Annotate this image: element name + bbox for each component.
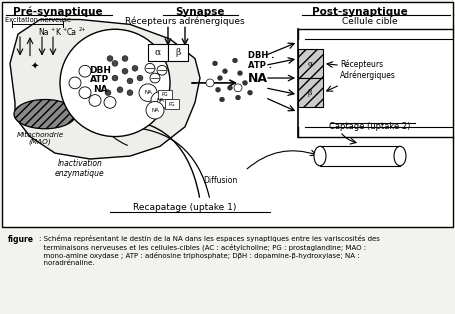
Text: DBH: DBH [89, 66, 111, 75]
Circle shape [105, 90, 111, 95]
Circle shape [69, 77, 81, 89]
FancyBboxPatch shape [320, 146, 400, 166]
Text: β: β [175, 48, 181, 57]
FancyBboxPatch shape [158, 90, 172, 100]
Circle shape [132, 65, 138, 71]
Circle shape [79, 65, 91, 77]
Circle shape [104, 97, 116, 108]
FancyBboxPatch shape [168, 44, 188, 62]
Text: Inactivation
enzymatique: Inactivation enzymatique [55, 159, 105, 178]
Text: Récepteurs
Adrénergiques: Récepteurs Adrénergiques [340, 60, 396, 80]
Circle shape [217, 76, 222, 80]
Text: Ca: Ca [67, 28, 77, 37]
FancyBboxPatch shape [148, 44, 168, 62]
Circle shape [79, 87, 91, 99]
Text: +: + [50, 27, 54, 32]
Circle shape [117, 87, 123, 93]
Circle shape [238, 71, 243, 76]
Circle shape [216, 87, 221, 92]
Text: β: β [308, 89, 312, 97]
Circle shape [243, 80, 248, 85]
Text: +: + [62, 27, 66, 32]
FancyBboxPatch shape [298, 49, 323, 78]
Circle shape [127, 90, 133, 95]
FancyBboxPatch shape [165, 100, 179, 109]
Text: NA: NA [93, 85, 107, 94]
Text: NA: NA [151, 108, 159, 113]
Text: Récepteurs adrénergiques: Récepteurs adrénergiques [125, 17, 245, 26]
Text: 2+: 2+ [79, 27, 86, 32]
Circle shape [150, 73, 160, 83]
Circle shape [137, 75, 143, 81]
Circle shape [107, 56, 113, 62]
Ellipse shape [314, 146, 326, 166]
Text: ATP: ATP [91, 75, 110, 84]
Text: NA: NA [248, 72, 268, 84]
Text: : Schéma représentant le destin de la NA dans les espaces synaptiques entre les : : Schéma représentant le destin de la NA… [39, 236, 380, 266]
Circle shape [248, 90, 253, 95]
Text: α: α [308, 59, 313, 68]
Text: Excitation nerveuse: Excitation nerveuse [5, 17, 71, 23]
FancyBboxPatch shape [2, 2, 453, 227]
Text: Captage (uptake 2): Captage (uptake 2) [329, 122, 411, 131]
Circle shape [219, 97, 224, 102]
Circle shape [112, 61, 118, 66]
Text: Diffusion: Diffusion [203, 176, 237, 185]
Text: Post-synaptique: Post-synaptique [312, 7, 408, 17]
Text: NA: NA [156, 98, 164, 103]
Circle shape [127, 78, 133, 84]
Text: Synapse: Synapse [175, 7, 225, 17]
Circle shape [146, 101, 164, 119]
Circle shape [60, 29, 170, 137]
Text: NA: NA [144, 90, 152, 95]
Text: α: α [155, 48, 161, 57]
Text: PG: PG [162, 92, 168, 97]
Text: Mitochondrie
(MAO): Mitochondrie (MAO) [16, 132, 64, 145]
Text: ATP .: ATP . [248, 61, 272, 70]
Text: Cellule cible: Cellule cible [342, 17, 398, 25]
Circle shape [139, 84, 157, 101]
Text: DBH .: DBH . [248, 51, 274, 60]
Circle shape [222, 69, 228, 74]
Circle shape [122, 56, 128, 62]
Circle shape [151, 92, 169, 109]
Circle shape [112, 75, 118, 81]
Polygon shape [10, 19, 200, 159]
Circle shape [236, 95, 241, 100]
Circle shape [228, 85, 233, 90]
Text: K: K [55, 28, 60, 37]
Circle shape [157, 65, 167, 75]
Circle shape [233, 58, 238, 63]
Text: Pré-synaptique: Pré-synaptique [13, 7, 103, 17]
Ellipse shape [394, 146, 406, 166]
Circle shape [89, 95, 101, 106]
Text: Na: Na [38, 28, 49, 37]
Text: PG: PG [169, 102, 175, 107]
Text: Recapatage (uptake 1): Recapatage (uptake 1) [133, 203, 237, 212]
Circle shape [122, 68, 128, 74]
Circle shape [145, 63, 155, 73]
Circle shape [212, 61, 217, 66]
Text: figure: figure [8, 236, 34, 244]
Circle shape [206, 79, 214, 87]
FancyBboxPatch shape [298, 78, 323, 107]
Ellipse shape [14, 100, 76, 129]
Circle shape [234, 84, 242, 92]
Text: ✦: ✦ [31, 62, 39, 72]
